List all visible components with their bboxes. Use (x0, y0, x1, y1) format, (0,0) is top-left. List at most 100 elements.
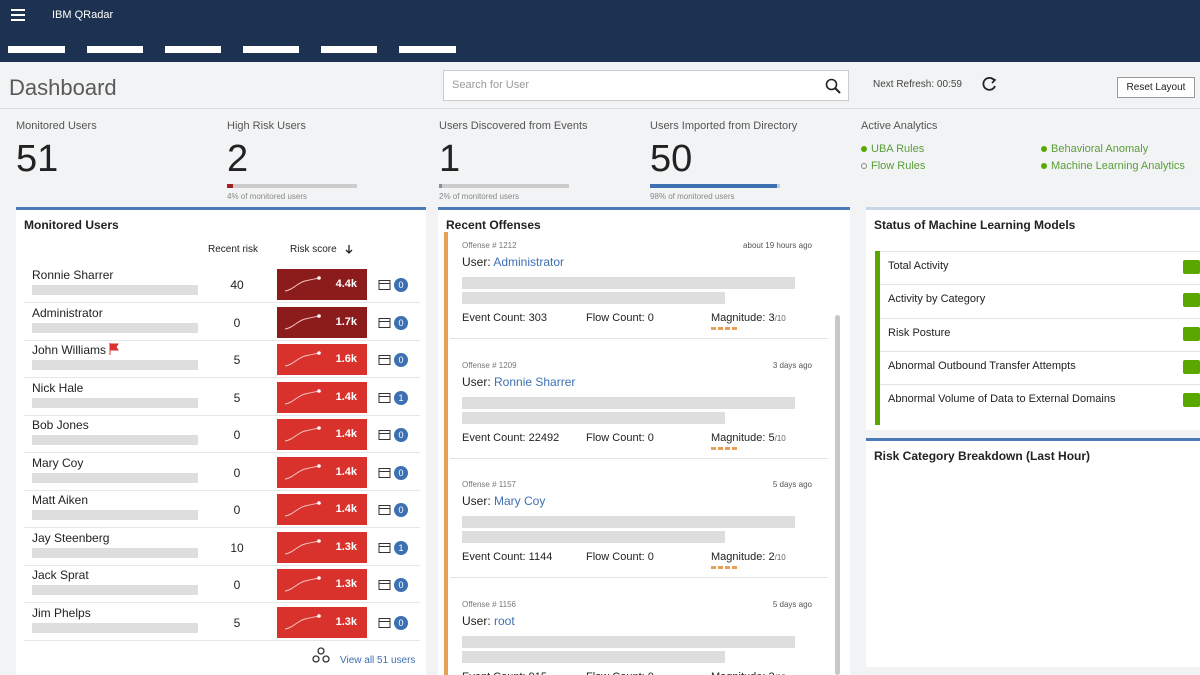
search-box[interactable]: Search for User (443, 70, 849, 101)
row-divider (24, 377, 420, 378)
label: Magnitude: (711, 551, 766, 563)
value: 0 (647, 431, 654, 444)
sparkline-dot (317, 463, 321, 468)
nav-tab[interactable] (87, 46, 143, 53)
risk-score-cell: 1.3k (277, 531, 367, 563)
user-name[interactable]: Jay Steenberg (32, 530, 110, 545)
model-name: Risk Posture (888, 326, 951, 339)
panel-title: Status of Machine Learning Models (874, 218, 1076, 232)
placeholder-bar (462, 292, 725, 304)
icon-frame (378, 392, 391, 403)
sparkline (284, 351, 321, 367)
nav-tab[interactable] (165, 46, 221, 53)
recent-risk: 10 (230, 540, 244, 555)
user-name[interactable]: Jim Phelps (32, 605, 91, 620)
risk-score: 1.7k (335, 315, 357, 328)
offense-icon[interactable] (378, 392, 391, 404)
scrollbar[interactable] (835, 315, 840, 675)
flow-count: Flow Count: 0 (586, 432, 654, 444)
view-all-link[interactable]: View all 51 users (340, 655, 416, 666)
icon-frame (378, 430, 391, 440)
risk-score: 1.4k (335, 465, 357, 478)
column-header[interactable]: Risk score (290, 244, 337, 255)
sparkline-dot (317, 538, 321, 543)
sparkline-line (284, 577, 320, 592)
placeholder-bar (462, 411, 725, 424)
nav-tab[interactable] (243, 46, 299, 53)
refresh-icon[interactable] (982, 76, 998, 92)
value: 5 (768, 431, 775, 444)
icon-frame (378, 505, 391, 515)
row-divider (24, 489, 420, 491)
user-name[interactable]: John Williams (32, 343, 107, 357)
placeholder-bar (462, 531, 725, 543)
row-divider (24, 302, 420, 303)
status-indicator (1183, 260, 1200, 274)
placeholder-bar (462, 516, 795, 528)
offense-user: User: Ronnie Sharrer (462, 375, 575, 389)
offense-icon[interactable] (378, 354, 391, 366)
value: 1144 (528, 551, 553, 563)
offense-icon[interactable] (378, 617, 391, 629)
model-name: Abnormal Volume of Data to External Doma… (888, 393, 1116, 406)
sparkline-line (284, 540, 320, 554)
icon-frame (378, 467, 391, 478)
offense-icon[interactable] (378, 317, 391, 329)
offense-stripe (444, 232, 448, 675)
label: Magnitude: (711, 671, 765, 675)
user-name[interactable]: Mary Coy (32, 455, 84, 470)
event-count: Event Count: 915 (462, 671, 547, 675)
sparkline (284, 613, 321, 629)
placeholder-bar (32, 547, 198, 558)
placeholder-bar (32, 510, 198, 520)
user-link[interactable]: Administrator (493, 255, 565, 269)
sparkline-line (284, 277, 320, 292)
risk-score-cell: 1.3k (277, 606, 367, 638)
risk-score: 1.3k (335, 615, 357, 628)
magnitude-dash (711, 446, 739, 450)
recent-risk: 0 (233, 428, 241, 442)
recent-risk: 5 (233, 390, 241, 405)
flag-icon (109, 343, 119, 355)
user-name[interactable]: Bob Jones (32, 418, 89, 432)
value: 2 (769, 671, 775, 675)
risk-score-cell: 1.4k (277, 494, 367, 525)
user-name[interactable]: Matt Aiken (32, 493, 89, 507)
user-link[interactable]: root (494, 613, 515, 628)
icon-head (312, 655, 320, 663)
menu-icon[interactable] (11, 9, 25, 21)
offense-user: User: Administrator (462, 255, 564, 269)
stat-label: Users Discovered from Events (439, 120, 588, 132)
sparkline (284, 313, 321, 329)
offense-icon[interactable] (378, 542, 391, 554)
offense-icon[interactable] (378, 279, 391, 291)
offense-badge: 0 (394, 353, 408, 367)
user-label: User: (462, 255, 491, 269)
row-divider (24, 414, 420, 416)
user-link[interactable]: Ronnie Sharrer (494, 374, 576, 389)
offense-badge: 0 (394, 465, 408, 480)
user-name[interactable]: Nick Hale (32, 380, 84, 395)
offense-icon[interactable] (378, 579, 391, 591)
reset-button[interactable]: Reset Layout (1117, 77, 1195, 98)
offense-icon[interactable] (378, 467, 391, 479)
user-name[interactable]: Ronnie Sharrer (32, 268, 114, 282)
risk-score-cell: 1.4k (277, 419, 367, 450)
stat-bar-fill (227, 184, 233, 188)
placeholder-bar (462, 635, 795, 648)
offense-icon[interactable] (378, 504, 391, 516)
user-name[interactable]: Jack Sprat (32, 568, 89, 582)
stat-note: 98% of monitored users (650, 192, 735, 201)
nav-tab[interactable] (8, 46, 65, 53)
value: 915 (529, 671, 547, 675)
user-name[interactable]: Administrator (32, 305, 103, 320)
search-icon[interactable] (825, 78, 841, 94)
sort-arrow (345, 245, 353, 254)
recent-risk: 0 (233, 465, 241, 480)
nav-tab[interactable] (321, 46, 377, 53)
sparkline (284, 276, 321, 292)
offense-icon[interactable] (378, 429, 391, 441)
nav-tab[interactable] (399, 46, 456, 53)
user-link[interactable]: Mary Coy (494, 494, 546, 508)
